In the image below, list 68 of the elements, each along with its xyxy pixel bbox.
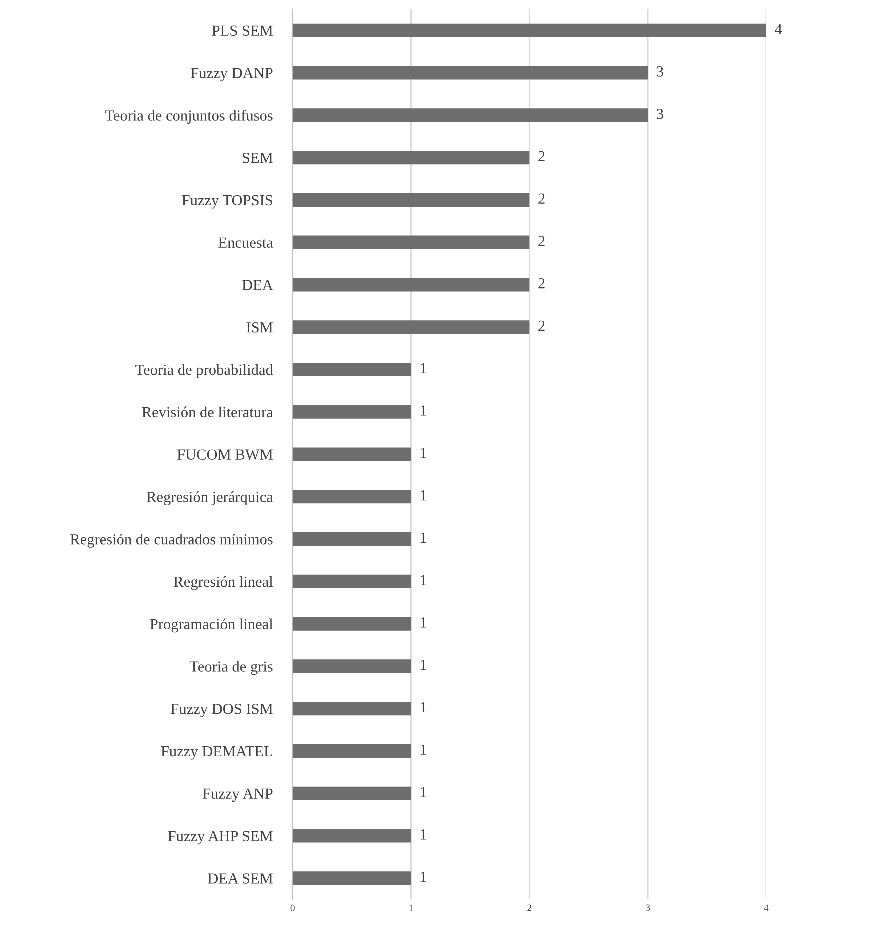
y-tick-label: ISM <box>246 322 273 333</box>
bar <box>292 193 530 207</box>
data-label: 1 <box>420 787 426 798</box>
x-tick-label: 4 <box>764 904 769 912</box>
data-label: 2 <box>538 320 545 332</box>
y-tick-label: Fuzzy AHP SEM <box>168 831 273 845</box>
bar <box>292 320 530 334</box>
data-label: 2 <box>538 278 545 289</box>
y-tick-label: Teoria de gris <box>190 661 273 676</box>
x-tick-label: 2 <box>528 904 532 912</box>
bar <box>292 617 412 631</box>
data-label: 1 <box>420 702 426 713</box>
bar <box>292 744 412 758</box>
data-label: 1 <box>420 618 426 628</box>
bar <box>292 786 412 800</box>
y-tick-label: Fuzzy ANP <box>202 788 273 802</box>
data-label: 1 <box>420 532 426 543</box>
bar <box>292 405 412 419</box>
bar <box>292 829 412 843</box>
y-tick-label: Revisión de literatura <box>142 406 274 418</box>
bar <box>292 66 648 80</box>
bar <box>292 448 412 462</box>
data-label: 1 <box>420 490 426 501</box>
data-label: 1 <box>420 872 426 882</box>
data-label: 1 <box>420 575 426 586</box>
data-label: 2 <box>538 194 545 204</box>
y-tick-label: Regresión lineal <box>174 576 274 590</box>
bar <box>292 108 648 122</box>
y-tick-label: FUCOM BWM <box>177 450 273 460</box>
data-label: 1 <box>420 830 426 840</box>
bar <box>292 151 530 165</box>
bar <box>292 236 530 250</box>
bar <box>292 278 530 292</box>
y-tick-label: PLS SEM <box>212 26 273 36</box>
bar <box>292 660 412 674</box>
y-tick-label: Fuzzy DEMATEL <box>161 746 272 760</box>
data-label: 4 <box>775 24 782 34</box>
y-tick-label: Programación lineal <box>150 618 274 633</box>
data-label: 3 <box>657 108 664 120</box>
y-tick-label: Encuesta <box>218 238 274 248</box>
data-label: 1 <box>420 448 426 458</box>
bar <box>292 24 766 38</box>
x-tick-label: 1 <box>410 904 414 912</box>
data-label: 1 <box>420 660 426 670</box>
data-label: 1 <box>420 406 426 416</box>
x-tick-label: 0 <box>290 904 295 912</box>
y-tick-label: Fuzzy DOS ISM <box>171 704 273 718</box>
data-label: 1 <box>420 363 426 374</box>
y-tick-label: DEA <box>242 280 274 290</box>
y-tick-label: Regresión jerárquica <box>146 492 274 506</box>
y-tick-label: Fuzzy TOPSIS <box>182 195 272 209</box>
data-label: 2 <box>538 151 545 162</box>
data-label: 2 <box>538 236 545 246</box>
data-label: 3 <box>657 66 664 77</box>
y-tick-label: SEM <box>242 152 273 164</box>
bar <box>292 362 412 377</box>
bar <box>292 702 412 716</box>
y-tick-label: DEA SEM <box>208 874 273 884</box>
y-tick-label: Fuzzy DANP <box>191 68 273 82</box>
data-label: 1 <box>420 744 426 755</box>
bar <box>292 490 412 504</box>
x-tick-label: 3 <box>646 904 650 912</box>
bar <box>292 532 412 546</box>
bar <box>292 872 412 886</box>
bar <box>292 574 412 588</box>
y-tick-label: Teoria de probabilidad <box>136 364 274 378</box>
y-tick-label: Regresión de cuadrados mínimos <box>70 534 273 548</box>
y-tick-label: Teoria de conjuntos difusos <box>105 110 273 124</box>
